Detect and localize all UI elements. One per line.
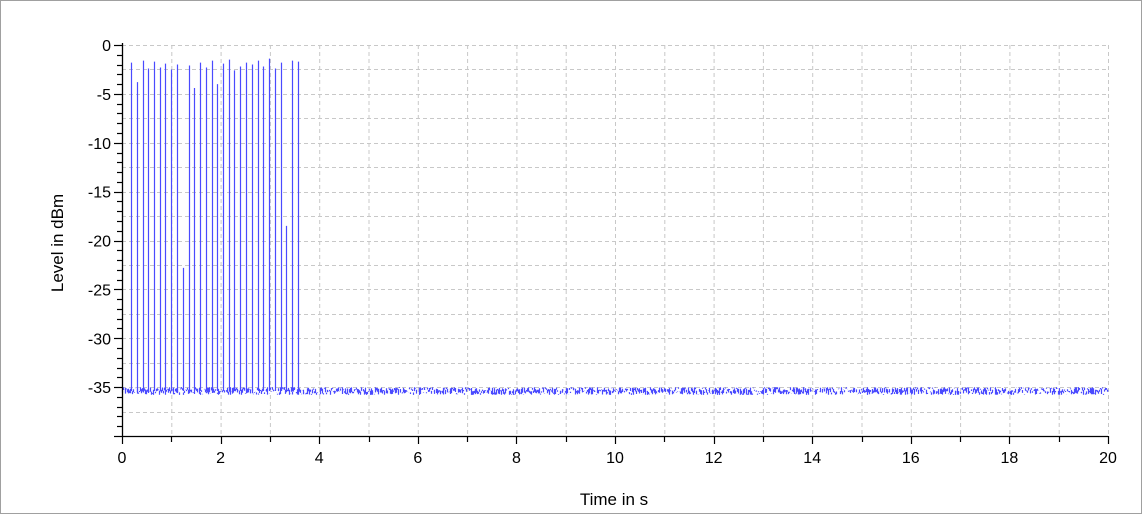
x-tick-label: 8 bbox=[512, 450, 521, 467]
x-tick-label: 16 bbox=[902, 450, 920, 467]
y-tick-label: -20 bbox=[88, 234, 111, 251]
x-tick-label: 14 bbox=[803, 450, 821, 467]
x-tick-label: 18 bbox=[1001, 450, 1019, 467]
x-tick-label: 0 bbox=[118, 450, 127, 467]
series-level bbox=[121, 58, 1110, 395]
x-tick-label: 10 bbox=[606, 450, 624, 467]
axes bbox=[114, 43, 1110, 444]
x-tick-label: 2 bbox=[216, 450, 225, 467]
y-tick-label: -5 bbox=[97, 87, 111, 104]
y-tick-label: 0 bbox=[102, 38, 111, 55]
y-tick-label: -30 bbox=[88, 331, 111, 348]
y-tick-label: -25 bbox=[88, 282, 111, 299]
y-tick-label: -15 bbox=[88, 185, 111, 202]
x-tick-label: 20 bbox=[1099, 450, 1117, 467]
y-axis-title: Level in dBm bbox=[48, 194, 67, 292]
y-tick-label: -10 bbox=[88, 136, 111, 153]
x-tick-label: 4 bbox=[315, 450, 324, 467]
tick-labels: 0 2 4 6 8 10 12 14 16 18 20 0 -5 -10 -15 -20 -25 -30 -35 bbox=[88, 38, 1117, 467]
y-tick-label: -35 bbox=[88, 380, 111, 397]
x-axis-title: Time in s bbox=[580, 490, 648, 509]
x-tick-label: 12 bbox=[705, 450, 723, 467]
x-tick-label: 6 bbox=[413, 450, 422, 467]
